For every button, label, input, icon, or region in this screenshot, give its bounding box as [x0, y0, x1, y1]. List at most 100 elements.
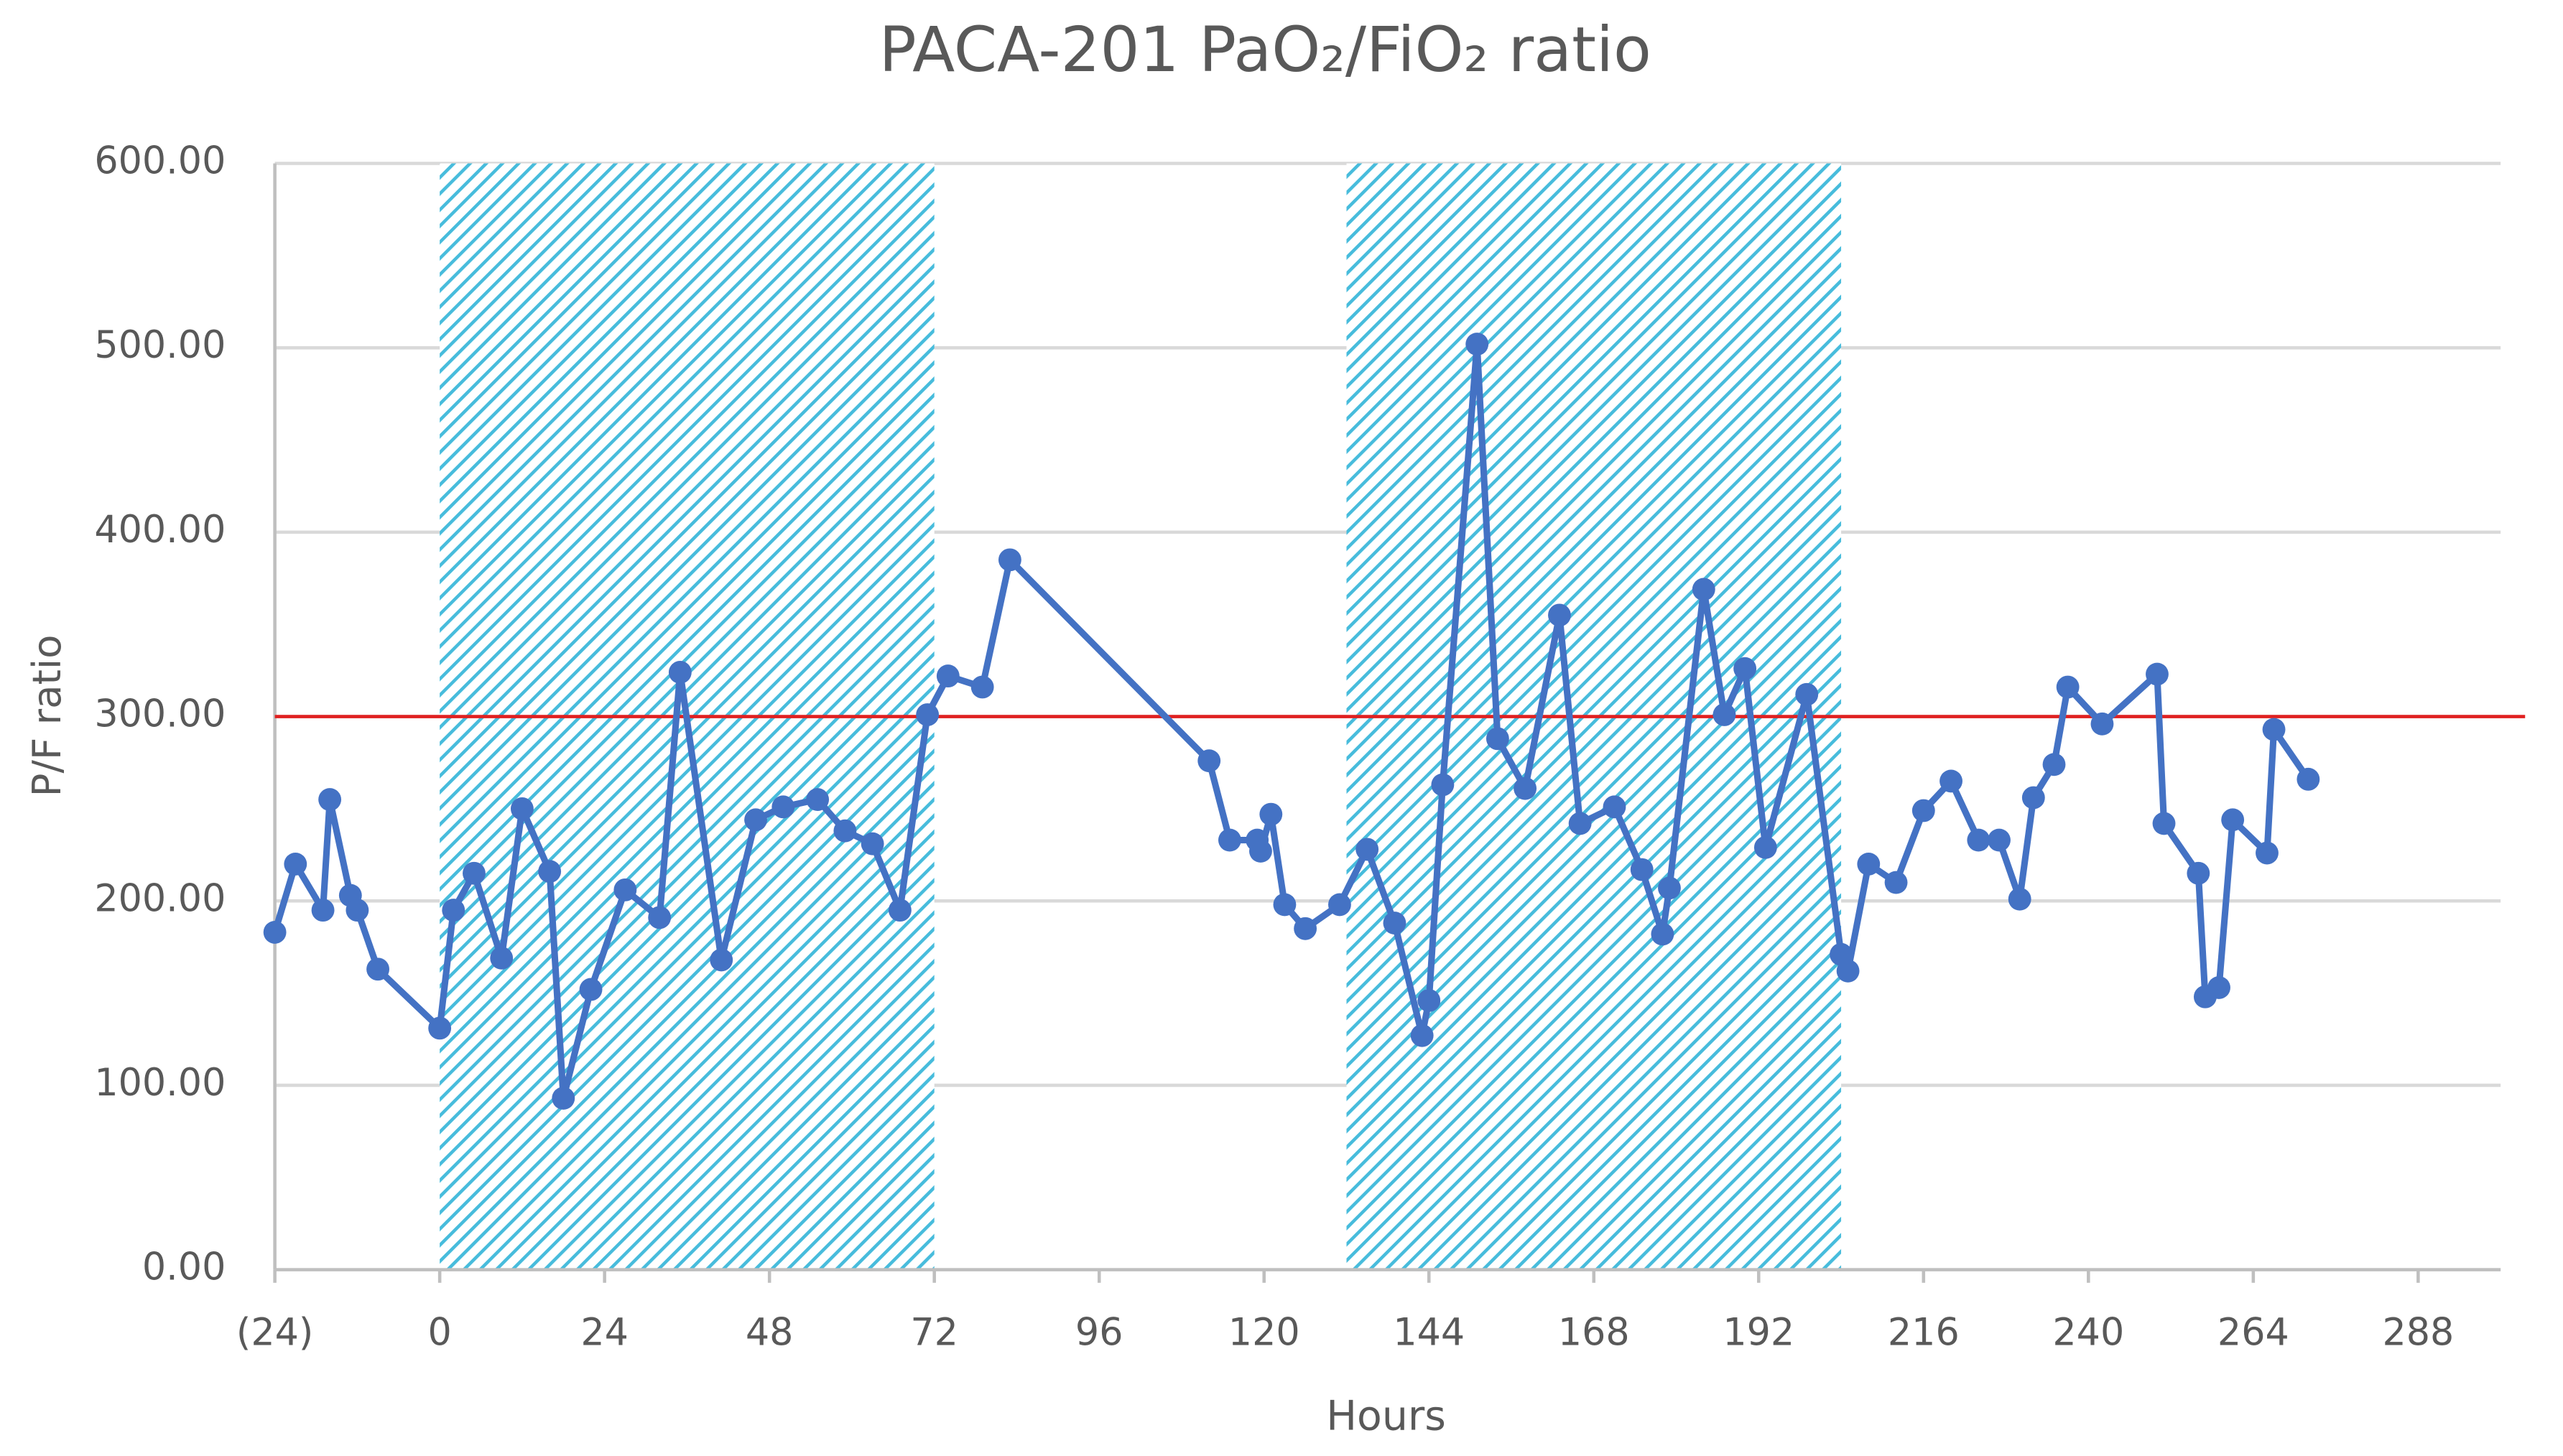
- x-tick-label: (24): [236, 1311, 313, 1355]
- data-point: [1410, 1024, 1434, 1047]
- data-point: [1294, 917, 1317, 940]
- data-point: [284, 853, 307, 876]
- data-point: [1355, 838, 1379, 861]
- data-point: [1988, 828, 2011, 852]
- data-point: [366, 957, 389, 981]
- chart-title: PACA-201 PaO₂/FiO₂ ratio: [879, 14, 1651, 86]
- y-tick-label: 300.00: [94, 692, 226, 736]
- x-tick-label: 168: [1558, 1311, 1630, 1355]
- data-point: [2008, 887, 2031, 911]
- data-point: [2256, 841, 2279, 865]
- x-tick-label: 216: [1888, 1311, 1960, 1355]
- data-point: [1733, 657, 1757, 680]
- data-point: [1692, 578, 1715, 601]
- data-point: [538, 860, 562, 884]
- x-tick-label: 120: [1228, 1311, 1300, 1355]
- y-tick-label: 100.00: [94, 1061, 226, 1105]
- data-point: [1967, 828, 1990, 852]
- data-point: [744, 808, 767, 832]
- data-point: [1328, 893, 1351, 917]
- y-tick-label: 600.00: [94, 139, 226, 182]
- data-point: [1658, 876, 1681, 900]
- data-point: [833, 819, 857, 843]
- data-point: [668, 661, 692, 684]
- x-tick-label: 288: [2382, 1311, 2454, 1355]
- data-line: [272, 340, 2312, 1102]
- x-tick-label: 0: [427, 1311, 451, 1355]
- data-point: [1857, 853, 1881, 876]
- data-point: [1630, 858, 1654, 881]
- data-point: [1218, 828, 1241, 852]
- data-point: [1712, 703, 1736, 726]
- data-point: [1514, 776, 1537, 800]
- x-tick-label: 72: [910, 1311, 958, 1355]
- data-point: [1795, 682, 1819, 706]
- y-axis-label: P/F ratio: [24, 634, 70, 797]
- data-point: [463, 861, 486, 885]
- data-point: [442, 899, 465, 922]
- data-point: [1249, 840, 1272, 863]
- data-point: [346, 899, 369, 922]
- data-point: [2146, 662, 2169, 686]
- data-point: [552, 1087, 575, 1110]
- data-point: [2187, 861, 2210, 885]
- data-point: [648, 906, 672, 929]
- data-point: [490, 946, 514, 970]
- data-point: [1465, 333, 1489, 356]
- data-point: [2056, 675, 2080, 699]
- x-tick-label: 240: [2052, 1311, 2124, 1355]
- data-point: [970, 675, 994, 699]
- data-point: [1431, 773, 1455, 797]
- data-point: [888, 899, 912, 922]
- x-axis-label: Hours: [1326, 1392, 1446, 1439]
- data-point: [2090, 712, 2114, 736]
- data-point: [2042, 753, 2066, 776]
- data-point: [1548, 603, 1571, 627]
- data-point: [1197, 749, 1221, 773]
- data-point: [2021, 786, 2045, 810]
- data-point: [2152, 812, 2176, 835]
- data-point: [1651, 922, 1674, 946]
- data-point: [806, 788, 830, 812]
- x-tick-label: 144: [1393, 1311, 1465, 1355]
- data-point: [1383, 912, 1406, 935]
- x-tick-label: 48: [746, 1311, 794, 1355]
- y-tick-label: 500.00: [94, 323, 226, 367]
- data-point: [1911, 799, 1935, 822]
- data-point: [318, 788, 342, 812]
- data-point: [771, 795, 795, 819]
- data-point: [2296, 767, 2320, 791]
- data-point: [710, 948, 733, 972]
- data-point: [579, 978, 603, 1001]
- data-point: [613, 878, 637, 901]
- y-tick-label: 0.00: [142, 1246, 226, 1289]
- data-point: [2262, 718, 2286, 741]
- data-point: [1603, 795, 1626, 819]
- data-point: [861, 832, 884, 855]
- data-point: [2221, 808, 2245, 832]
- data-point: [311, 899, 335, 922]
- data-point: [1884, 871, 1908, 894]
- data-point: [2207, 975, 2230, 999]
- x-tick-label: 24: [580, 1311, 629, 1355]
- y-tick-label: 400.00: [94, 508, 226, 552]
- data-point: [1486, 727, 1509, 751]
- x-tick-label: 264: [2217, 1311, 2289, 1355]
- x-tick-label: 96: [1075, 1311, 1123, 1355]
- data-point: [510, 797, 534, 820]
- data-point: [936, 664, 960, 688]
- data-point: [1417, 988, 1441, 1012]
- y-tick-label: 200.00: [94, 876, 226, 920]
- data-point: [998, 548, 1021, 572]
- data-point: [428, 1016, 452, 1040]
- data-point: [1273, 893, 1297, 917]
- data-point: [1753, 835, 1777, 859]
- x-tick-label: 192: [1723, 1311, 1794, 1355]
- data-point: [916, 703, 940, 726]
- data-point: [1836, 959, 1860, 983]
- data-point: [1568, 812, 1592, 835]
- data-point: [263, 920, 287, 944]
- data-point: [1939, 769, 1962, 793]
- data-point: [1259, 802, 1283, 826]
